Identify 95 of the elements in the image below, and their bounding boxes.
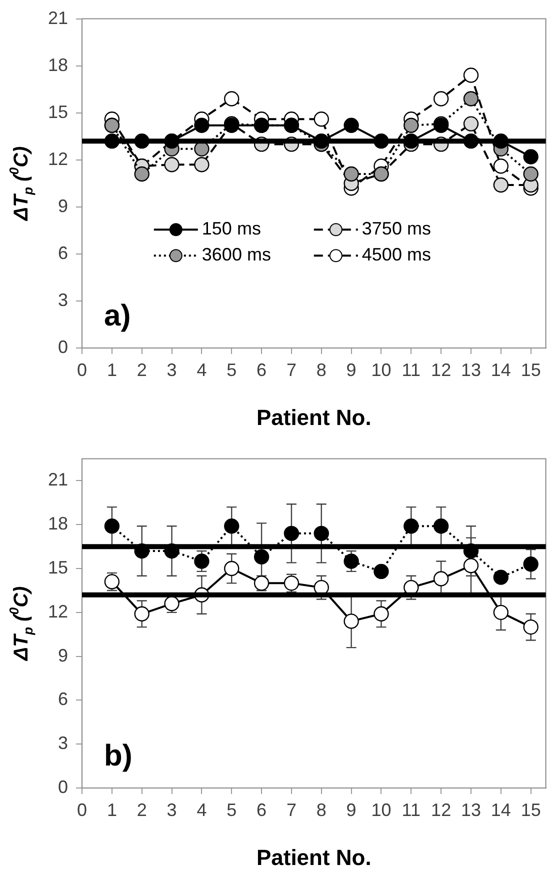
y-tick-label: 6 (58, 689, 68, 710)
x-tick-label: 8 (316, 800, 326, 820)
point (224, 518, 240, 534)
y-tick-label: 9 (58, 196, 68, 216)
point (344, 118, 359, 133)
legend-label: 3750 ms (362, 218, 431, 239)
x-tick-label: 2 (136, 360, 147, 380)
point (194, 554, 210, 569)
point (433, 518, 449, 534)
point (493, 604, 509, 620)
x-tick-label: 8 (316, 360, 326, 380)
annotation: a) (104, 299, 131, 332)
x-tick-label: 5 (226, 800, 237, 820)
point (523, 619, 538, 635)
x-tick-label: 13 (460, 360, 482, 380)
y-axis-title: ΔTp (0C) (6, 146, 36, 222)
x-tick-label: 4 (196, 800, 207, 820)
y-tick-label: 0 (58, 336, 68, 357)
y-tick-label: 6 (58, 242, 68, 263)
point (493, 177, 509, 193)
point (344, 554, 359, 569)
y-axis-title: ΔTp (0C) (6, 586, 36, 662)
y-tick-label: 9 (58, 645, 68, 666)
point (523, 149, 538, 164)
point (404, 518, 419, 534)
point (463, 558, 479, 574)
point (493, 570, 509, 585)
x-tick-label: 4 (196, 360, 207, 380)
point (194, 118, 210, 133)
x-tick-label: 10 (371, 360, 392, 380)
y-tick-label: 18 (48, 514, 68, 534)
x-tick-label: 12 (431, 800, 452, 820)
point (284, 526, 300, 542)
y-tick-label: 15 (48, 558, 68, 578)
x-tick-label: 1 (106, 800, 117, 820)
x-tick-label: 0 (77, 800, 88, 820)
y-tick-label: 21 (48, 8, 68, 28)
point (224, 560, 240, 576)
x-tick-label: 0 (77, 360, 88, 380)
point (374, 606, 389, 622)
y-tick-label: 21 (48, 470, 68, 490)
y-tick-label: 12 (48, 601, 68, 622)
x-tick-label: 15 (520, 360, 541, 380)
x-tick-label: 1 (106, 360, 117, 380)
point (344, 614, 359, 629)
legend-label: 3600 ms (202, 244, 271, 265)
y-tick-label: 0 (58, 776, 68, 797)
point (224, 91, 240, 106)
point (493, 158, 509, 174)
y-tick-label: 3 (58, 733, 68, 754)
x-tick-label: 2 (136, 800, 147, 820)
x-tick-label: 14 (490, 800, 511, 820)
x-tick-label: 6 (256, 360, 267, 380)
y-tick-label: 12 (48, 148, 68, 169)
x-tick-label: 9 (346, 360, 356, 380)
point (254, 549, 270, 564)
legend-label: 4500 ms (362, 244, 431, 265)
point (463, 68, 479, 83)
x-tick-label: 3 (166, 800, 177, 820)
x-tick-label: 11 (402, 800, 420, 820)
point (433, 91, 449, 106)
y-tick-label: 15 (48, 102, 68, 122)
legend-label: 150 ms (202, 218, 261, 239)
point (523, 166, 538, 182)
point (433, 571, 449, 586)
point (404, 118, 419, 133)
x-tick-label: 5 (226, 360, 237, 380)
x-tick-label: 7 (286, 800, 296, 820)
x-tick-label: 10 (371, 800, 392, 820)
y-tick-label: 18 (48, 54, 68, 75)
x-tick-label: 7 (286, 360, 296, 380)
x-tick-label: 11 (402, 360, 420, 380)
point (523, 556, 538, 572)
x-tick-label: 6 (256, 800, 267, 820)
point (314, 526, 329, 542)
x-axis-title: Patient No. (256, 404, 372, 430)
x-axis-title: Patient No. (256, 844, 372, 870)
y-tick-label: 3 (58, 290, 68, 310)
annotation: b) (104, 739, 132, 772)
point (463, 91, 479, 106)
x-tick-label: 15 (520, 800, 541, 820)
point (134, 166, 150, 182)
x-tick-label: 9 (346, 800, 356, 820)
x-tick-label: 13 (460, 800, 482, 820)
point (463, 116, 479, 132)
x-tick-label: 14 (490, 360, 511, 380)
point (164, 156, 180, 172)
point (194, 156, 210, 172)
point (374, 564, 389, 580)
point (344, 166, 359, 182)
point (314, 112, 329, 127)
x-tick-label: 3 (166, 360, 177, 380)
x-tick-label: 12 (431, 360, 452, 380)
point (134, 606, 150, 622)
point (104, 518, 120, 534)
